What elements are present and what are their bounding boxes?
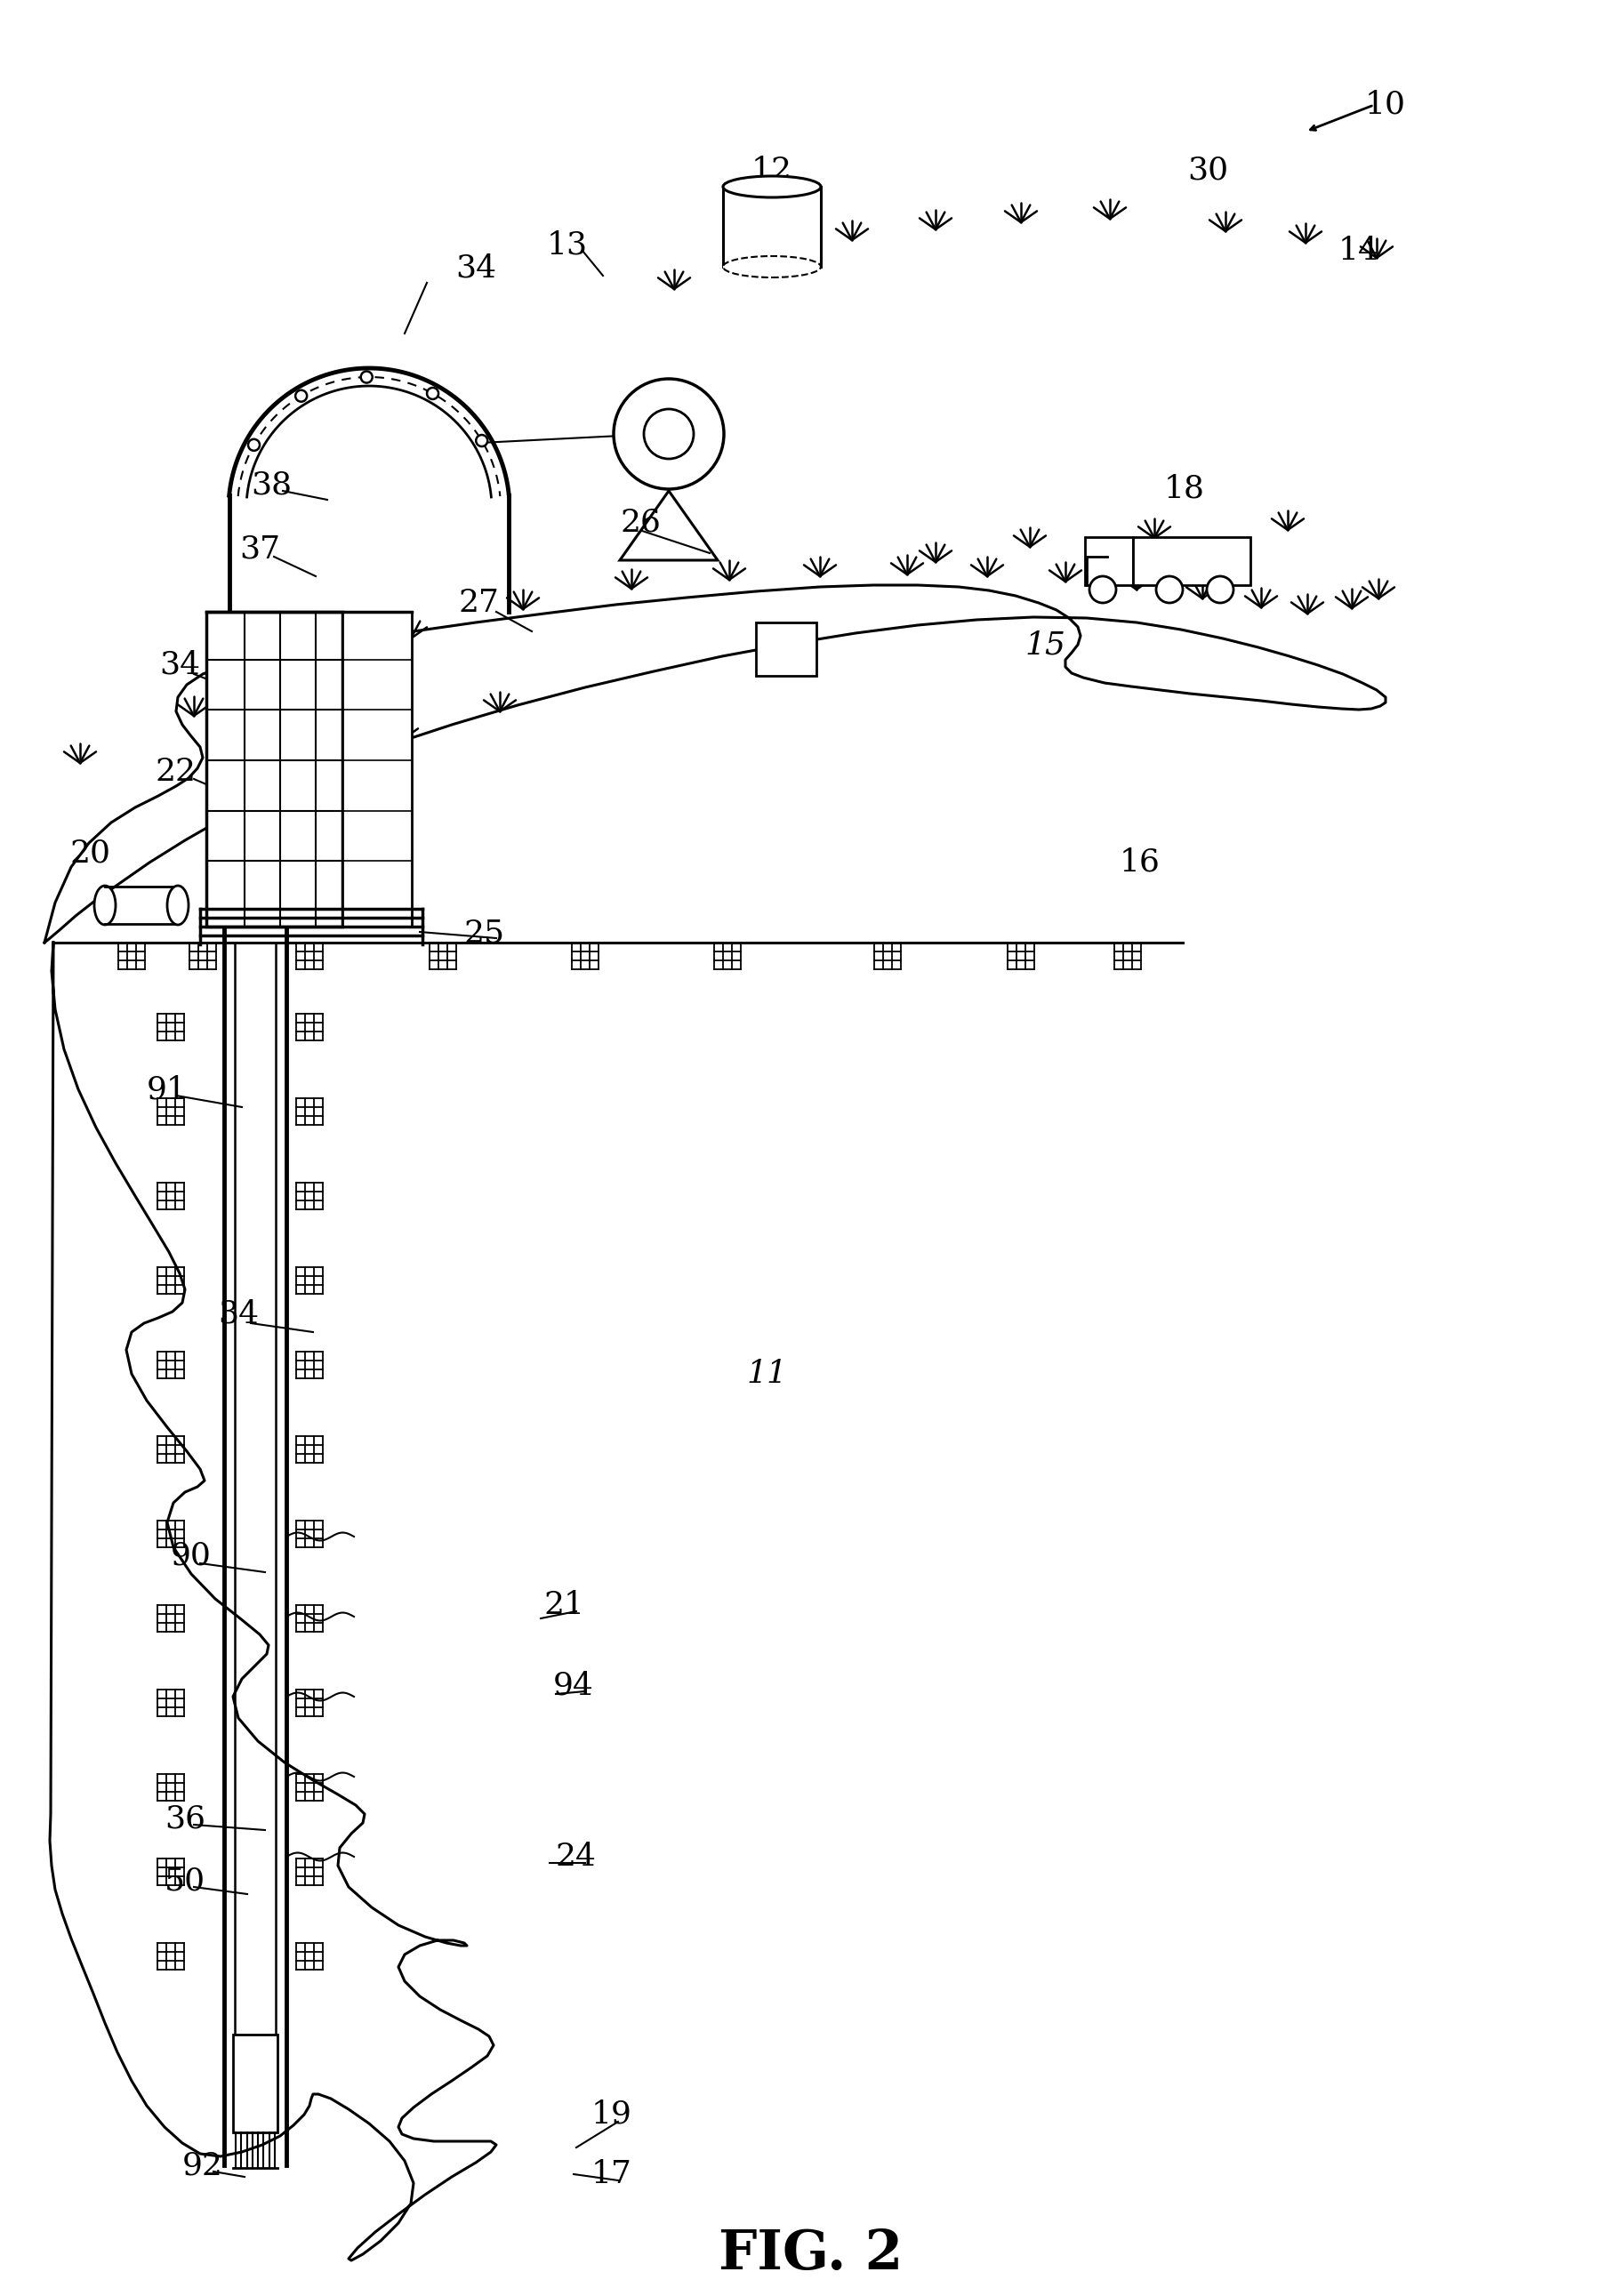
Text: 27: 27: [458, 588, 498, 618]
Text: 14: 14: [1339, 236, 1380, 266]
Text: 32: 32: [648, 420, 690, 450]
Text: 18: 18: [1164, 473, 1204, 505]
Text: 16: 16: [1120, 847, 1160, 877]
Ellipse shape: [722, 177, 821, 197]
Text: 30: 30: [1186, 156, 1229, 186]
Text: 34: 34: [456, 253, 497, 285]
Text: 50: 50: [164, 1867, 206, 1896]
Text: 11: 11: [747, 1359, 787, 1389]
Circle shape: [1156, 576, 1183, 604]
Text: 22: 22: [156, 758, 196, 788]
Text: 37: 37: [239, 535, 281, 565]
Text: FIG. 2: FIG. 2: [719, 2227, 904, 2280]
Text: 12: 12: [751, 156, 792, 186]
Text: 34: 34: [159, 650, 200, 680]
Bar: [1084, 537, 1133, 585]
Text: 25: 25: [464, 918, 505, 948]
Circle shape: [613, 379, 724, 489]
Text: 34: 34: [217, 1300, 258, 1329]
Ellipse shape: [94, 886, 115, 925]
Text: 10: 10: [1365, 90, 1406, 119]
Text: 24: 24: [555, 1841, 597, 1871]
Circle shape: [427, 388, 438, 400]
Circle shape: [1089, 576, 1117, 604]
Text: 15: 15: [1024, 629, 1065, 659]
Text: 36: 36: [164, 1802, 206, 1835]
Text: 91: 91: [146, 1075, 188, 1104]
Bar: [1133, 537, 1250, 585]
Text: 19: 19: [591, 2099, 633, 2131]
Circle shape: [295, 390, 307, 402]
Text: 94: 94: [553, 1669, 594, 1701]
Circle shape: [248, 439, 260, 450]
Ellipse shape: [167, 886, 188, 925]
Circle shape: [1208, 576, 1233, 604]
Text: 21: 21: [544, 1589, 586, 1621]
Text: 17: 17: [591, 2158, 633, 2190]
Text: 26: 26: [620, 507, 661, 537]
Text: 90: 90: [170, 1541, 211, 1570]
Circle shape: [644, 409, 693, 459]
Ellipse shape: [722, 257, 821, 278]
Circle shape: [476, 434, 487, 445]
Bar: [756, 622, 816, 675]
Bar: [206, 611, 342, 928]
Bar: [234, 2034, 278, 2133]
Text: 92: 92: [182, 2149, 222, 2181]
Text: 20: 20: [70, 838, 110, 868]
Text: 13: 13: [547, 230, 588, 259]
Circle shape: [360, 372, 372, 383]
Bar: [722, 186, 821, 266]
Text: 38: 38: [250, 468, 292, 501]
Bar: [342, 611, 412, 928]
